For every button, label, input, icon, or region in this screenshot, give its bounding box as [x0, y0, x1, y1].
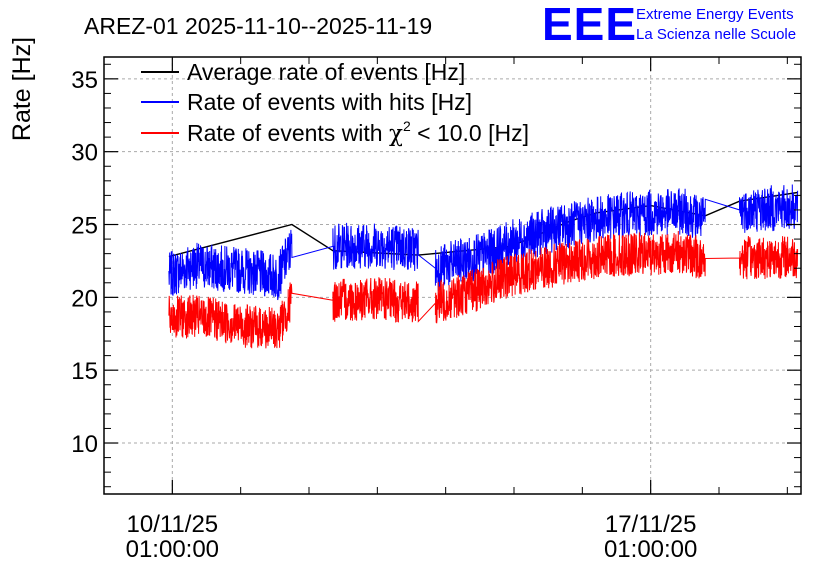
series-layer — [168, 184, 799, 349]
legend-label-chi2-main: Rate of events with — [187, 120, 389, 146]
y-tick-label: 10 — [71, 431, 98, 458]
series-line-hits — [168, 184, 799, 301]
legend-label-chi2-rest: < 10.0 [Hz] — [411, 120, 529, 146]
eee-logo-line1: Extreme Energy Events — [636, 6, 794, 23]
plot-frame — [103, 56, 802, 495]
legend-label-chi2-symbol: χ — [389, 121, 403, 147]
x-tick-label-time: 01:00:00 — [604, 536, 697, 563]
eee-logo-text: EEE — [542, 0, 637, 50]
y-tick-label: 35 — [71, 67, 98, 94]
y-tick-label: 30 — [71, 140, 98, 167]
x-tick-label-date: 17/11/25 — [605, 511, 697, 538]
legend: Average rate of events [Hz] Rate of even… — [141, 59, 529, 147]
chart-title: AREZ-01 2025-11-10--2025-11-19 — [84, 13, 432, 39]
legend-label-average: Average rate of events [Hz] — [187, 59, 465, 85]
y-tick-label: 20 — [71, 285, 98, 312]
legend-label-chi2: Rate of events with χ2 < 10.0 [Hz] — [187, 118, 529, 147]
x-tick-label-time: 01:00:00 — [126, 536, 219, 563]
legend-label-chi2-sup: 2 — [403, 118, 411, 134]
y-axis-label: Rate [Hz] — [8, 37, 36, 141]
eee-logo-line2: La Scienza nelle Scuole — [636, 26, 796, 43]
legend-label-hits: Rate of events with hits [Hz] — [187, 89, 472, 115]
y-tick-label: 25 — [71, 213, 98, 240]
series-line-chi2 — [168, 230, 799, 349]
x-tick-label-date: 10/11/25 — [127, 511, 219, 538]
eee-logo: EEE Extreme Energy Events La Scienza nel… — [542, 0, 796, 50]
axes: 10152025303510/11/2501:00:0017/11/2501:0… — [71, 57, 801, 563]
y-tick-label: 15 — [71, 358, 98, 385]
